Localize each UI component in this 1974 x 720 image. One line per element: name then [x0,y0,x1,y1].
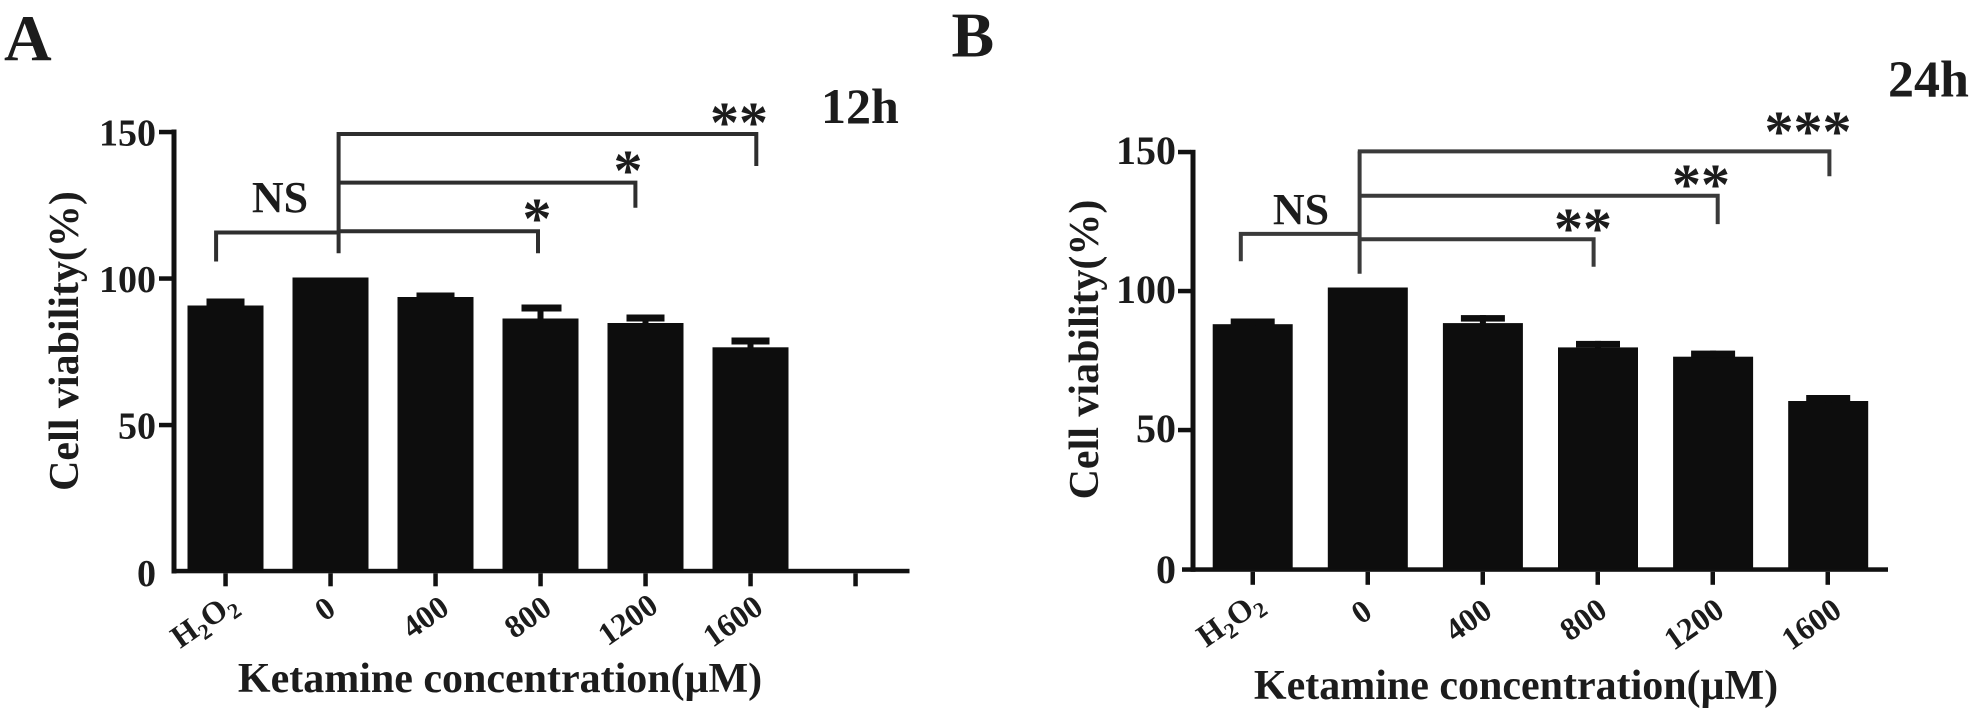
svg-text:**: ** [710,90,768,155]
svg-text:NS: NS [252,173,308,222]
svg-text:*: * [523,186,552,251]
svg-text:800: 800 [498,588,558,645]
svg-text:***: *** [1765,99,1852,164]
svg-text:NS: NS [1273,185,1329,234]
svg-text:1600: 1600 [1774,591,1847,657]
svg-text:150: 150 [99,113,156,155]
svg-text:0: 0 [1156,547,1176,592]
svg-text:0: 0 [308,589,342,628]
svg-text:50: 50 [118,406,156,448]
svg-text:12h: 12h [821,78,899,134]
svg-text:Cell viability(%): Cell viability(%) [42,191,88,491]
svg-text:800: 800 [1553,591,1613,648]
svg-text:**: ** [1672,152,1730,217]
svg-text:100: 100 [1116,267,1176,312]
svg-text:H2O2: H2O2 [1190,583,1272,658]
svg-text:*: * [614,138,643,203]
svg-text:B: B [952,0,995,71]
svg-text:50: 50 [1136,406,1176,451]
svg-text:**: ** [1554,196,1612,261]
svg-text:1600: 1600 [696,588,769,654]
svg-text:0: 0 [137,553,156,595]
svg-text:Ketamine concentration(μM): Ketamine concentration(μM) [1254,663,1778,709]
svg-text:Ketamine concentration(μM): Ketamine concentration(μM) [238,656,762,702]
svg-text:1200: 1200 [1657,591,1730,657]
svg-text:H2O2: H2O2 [164,584,246,659]
svg-text:Cell viability(%): Cell viability(%) [1062,200,1108,500]
svg-text:400: 400 [1438,591,1498,648]
svg-text:150: 150 [1116,128,1176,173]
svg-text:100: 100 [99,259,156,301]
svg-text:0: 0 [1344,592,1378,631]
svg-text:24h: 24h [1888,52,1969,109]
svg-text:1200: 1200 [591,586,664,652]
svg-text:400: 400 [395,588,455,645]
svg-text:A: A [4,3,52,76]
